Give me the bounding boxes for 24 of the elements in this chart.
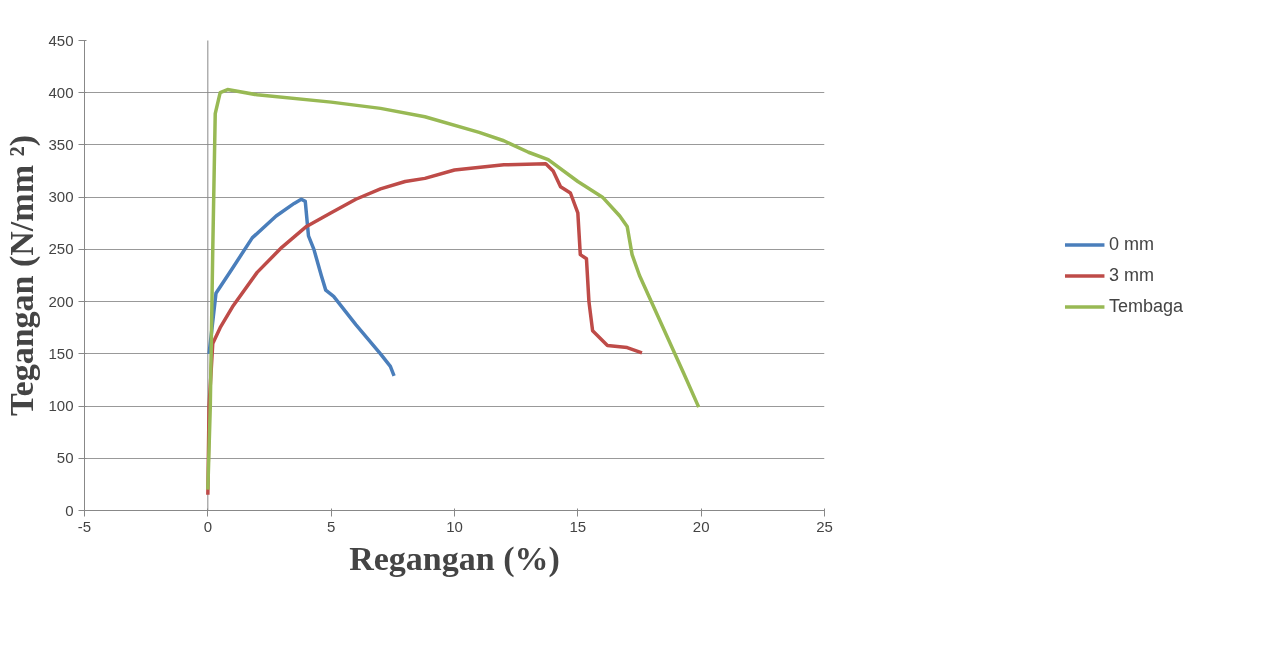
legend-label: 3 mm xyxy=(1108,264,1154,286)
x-tick-label: 10 xyxy=(446,517,463,535)
x-tick-label: 20 xyxy=(692,517,710,535)
y-tick-label: 50 xyxy=(56,449,74,467)
legend-label: Tembaga xyxy=(1108,295,1184,317)
x-tick-label: 5 xyxy=(327,517,336,535)
y-tick-label: 300 xyxy=(48,188,74,206)
y-tick-label: 0 xyxy=(65,501,74,519)
line-series xyxy=(206,87,701,492)
x-tick-label: -5 xyxy=(77,517,92,535)
x-tick-label: 25 xyxy=(816,517,833,535)
y-tick-label: 450 xyxy=(48,31,74,49)
y-tick-label: 250 xyxy=(48,240,74,258)
x-tick-label: 15 xyxy=(569,517,587,535)
y-tick-label: 150 xyxy=(48,344,74,362)
y-axis-title: Tegangan (N/mm ²) xyxy=(3,135,42,416)
line-series xyxy=(207,197,396,378)
y-tick-label: 200 xyxy=(48,292,74,310)
y-tick-label: 350 xyxy=(48,135,74,153)
legend-label: 0 mm xyxy=(1108,233,1154,255)
x-tick-label: 0 xyxy=(203,517,213,535)
y-tick-label: 100 xyxy=(48,397,74,415)
x-axis-title: Regangan (%) xyxy=(349,539,560,578)
y-tick-label: 400 xyxy=(48,83,74,101)
